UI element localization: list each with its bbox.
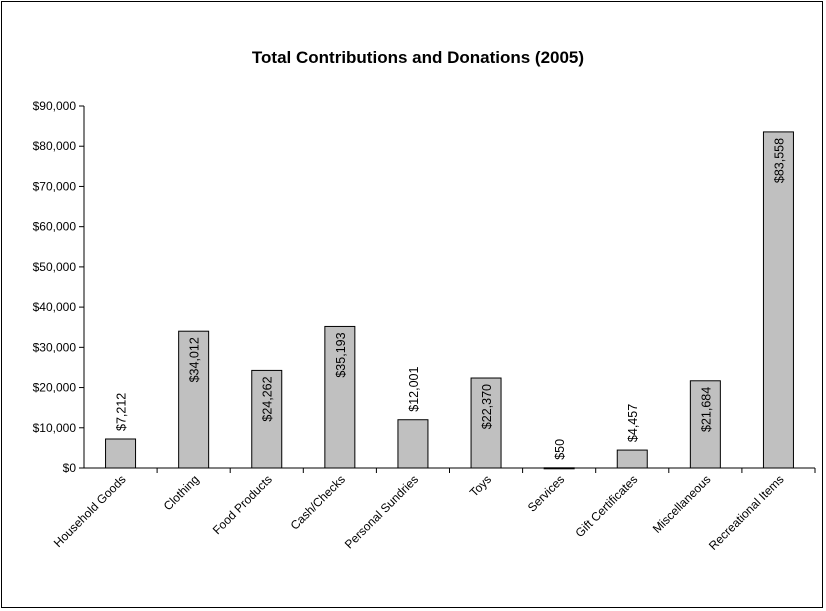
y-tick-label: $80,000 (33, 139, 77, 153)
bar (470, 377, 502, 469)
bars-group (105, 131, 794, 470)
y-tick-label: $10,000 (33, 421, 77, 435)
x-category-label: Food Products (210, 472, 275, 537)
y-tick-label: $90,000 (33, 99, 77, 113)
bar (105, 438, 137, 469)
y-tick-label: $20,000 (33, 381, 77, 395)
y-tick-label: $30,000 (33, 340, 77, 354)
x-category-label: Services (525, 472, 567, 514)
bar (397, 419, 429, 469)
y-tick-label: $70,000 (33, 179, 77, 193)
data-label: $22,370 (480, 384, 494, 429)
y-tick-label: $40,000 (33, 300, 77, 314)
bar (324, 325, 356, 469)
chart-title: Total Contributions and Donations (2005) (252, 48, 584, 67)
x-category-label: Household Goods (51, 472, 129, 550)
data-label: $12,001 (407, 366, 421, 411)
x-category-label: Clothing (161, 472, 202, 513)
data-label: $7,212 (115, 393, 129, 431)
bar (762, 131, 794, 469)
data-label: $34,012 (188, 337, 202, 382)
x-category-label: Toys (467, 472, 494, 499)
x-category-label: Gift Certificates (572, 472, 640, 540)
data-label: $35,193 (334, 332, 348, 377)
y-tick-label: $0 (63, 461, 77, 475)
y-tick-label: $50,000 (33, 260, 77, 274)
bar (616, 449, 648, 469)
data-label: $4,457 (626, 404, 640, 442)
data-label: $24,262 (261, 376, 275, 421)
x-axis-labels: Household Goods Clothing Food Products Cash… (51, 468, 816, 553)
data-label: $83,558 (772, 138, 786, 183)
y-axis-ticks: $0 $10,000 $20,000 $30,000 $40,000 $50,000 $60… (33, 99, 84, 475)
bar (178, 330, 210, 469)
x-category-label: Miscellaneous (650, 472, 714, 536)
bar (689, 380, 721, 469)
x-category-label: Personal Sundries (342, 472, 421, 551)
data-label: $50 (553, 439, 567, 460)
data-labels-group: $7,212 $34,012 $24,262 $35,193 $12,001 $22,37… (115, 138, 787, 460)
y-tick-label: $60,000 (33, 220, 77, 234)
data-label: $21,684 (699, 387, 713, 432)
x-category-label: Cash/Checks (288, 472, 348, 532)
x-category-label: Recreational Items (706, 472, 787, 553)
